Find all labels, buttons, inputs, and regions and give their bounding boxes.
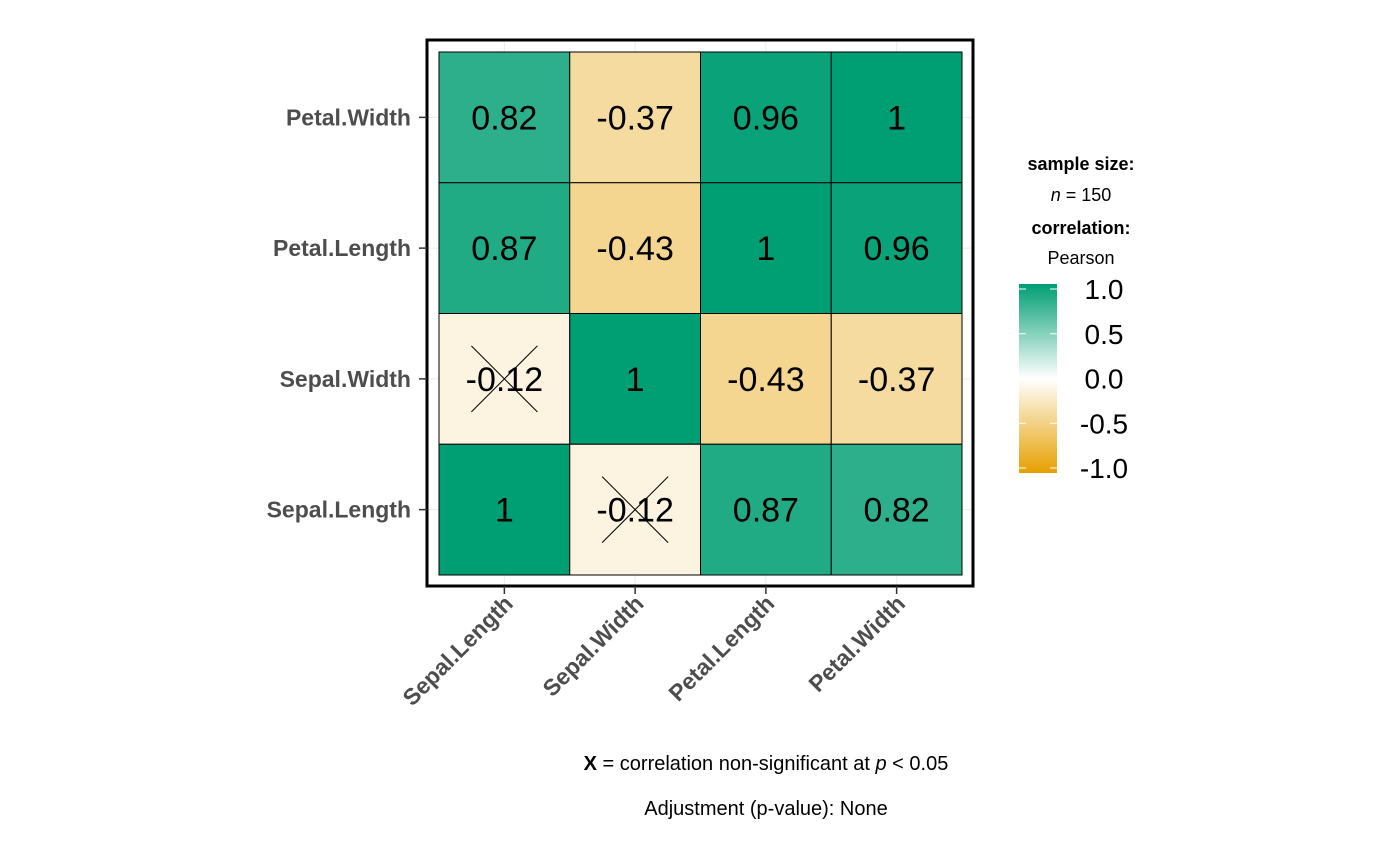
heatmap-cell bbox=[830, 182, 963, 314]
heatmap-cell bbox=[700, 313, 832, 445]
legend-sample-size: n = 150 bbox=[1051, 185, 1112, 205]
heatmap-cell bbox=[569, 313, 701, 445]
heatmap-cells: 0.82 -0.37 0.96 1 0.87 -0.43 1 0.96 -0.12 1 -0.43 -… bbox=[438, 51, 963, 576]
heatmap-cell bbox=[830, 51, 963, 184]
cell-value-label: -0.37 bbox=[596, 99, 674, 137]
legend-correlation-title: correlation: bbox=[1031, 218, 1130, 238]
heatmap-cell bbox=[438, 443, 571, 576]
y-tick-label: Petal.Length bbox=[273, 235, 411, 261]
non-significant-cross bbox=[471, 345, 538, 413]
cell-value-label: -0.37 bbox=[858, 361, 936, 399]
heatmap-cell bbox=[830, 443, 963, 576]
cell-value-label: 0.82 bbox=[864, 492, 930, 530]
cell-value-label: 1 bbox=[495, 492, 514, 530]
y-axis: Petal.Width Petal.Length Sepal.Width Sepal.… bbox=[267, 104, 427, 523]
x-tick-label: Sepal.Width bbox=[537, 590, 648, 701]
y-tick-label: Sepal.Length bbox=[267, 497, 411, 523]
caption-text-before: = correlation non-significant at bbox=[597, 753, 876, 775]
x-axis: Sepal.Length Sepal.Width Petal.Length Petal… bbox=[397, 586, 910, 711]
heatmap-cell bbox=[438, 51, 571, 184]
heatmap-cell bbox=[569, 51, 701, 184]
cell-value-label: -0.12 bbox=[596, 492, 674, 530]
caption-p-symbol: p bbox=[875, 753, 887, 775]
cell-value-label: 0.96 bbox=[733, 99, 799, 137]
cell-value-label: 1 bbox=[626, 361, 645, 399]
cell-value-label: -0.12 bbox=[466, 361, 544, 399]
sample-size-symbol: n bbox=[1051, 185, 1061, 205]
legend-tick-label: 0.0 bbox=[1085, 364, 1124, 395]
legend-sample-size-title: sample size: bbox=[1027, 154, 1134, 174]
cell-value-label: 0.87 bbox=[471, 230, 537, 268]
non-significant-cross bbox=[601, 476, 669, 543]
caption: X = correlation non-significant at p < 0… bbox=[584, 753, 949, 820]
y-tick-label: Sepal.Width bbox=[280, 366, 411, 392]
legend-correlation-method: Pearson bbox=[1047, 248, 1114, 268]
x-tick-label: Petal.Length bbox=[663, 590, 779, 706]
cell-value-label: 0.82 bbox=[471, 99, 537, 137]
cell-value-label: 0.96 bbox=[864, 230, 930, 268]
legend-tick-label: -1.0 bbox=[1080, 453, 1128, 484]
y-tick-label: Petal.Width bbox=[286, 104, 411, 130]
legend-tick-label: -0.5 bbox=[1080, 408, 1128, 439]
heatmap-cell bbox=[830, 313, 963, 445]
cell-value-label: 0.87 bbox=[733, 492, 799, 530]
x-tick-label: Petal.Width bbox=[803, 590, 910, 697]
heatmap-cell bbox=[700, 182, 832, 314]
heatmap-cell bbox=[700, 51, 832, 184]
cell-value-label: -0.43 bbox=[727, 361, 805, 399]
caption-marker: X bbox=[584, 753, 598, 775]
heatmap-cell bbox=[569, 182, 701, 314]
cell-value-label: 1 bbox=[887, 99, 906, 137]
caption-significance: X = correlation non-significant at p < 0… bbox=[584, 753, 949, 775]
caption-text-after: < 0.05 bbox=[887, 753, 949, 775]
x-tick-label: Sepal.Length bbox=[397, 590, 517, 710]
cell-value-label: -0.43 bbox=[596, 230, 674, 268]
cell-value-label: 1 bbox=[756, 230, 775, 268]
legend-tick-label: 0.5 bbox=[1085, 319, 1124, 350]
caption-adjustment: Adjustment (p-value): None bbox=[644, 798, 887, 820]
legend-ticks: 1.0 0.5 0.0 -0.5 -1.0 bbox=[1019, 274, 1128, 484]
legend: sample size: n = 150 correlation: Pearso… bbox=[1019, 154, 1135, 484]
legend-tick-label: 1.0 bbox=[1085, 274, 1124, 305]
sample-size-value: = 150 bbox=[1061, 185, 1112, 205]
heatmap-cell bbox=[700, 443, 832, 576]
panel-border bbox=[425, 38, 975, 588]
